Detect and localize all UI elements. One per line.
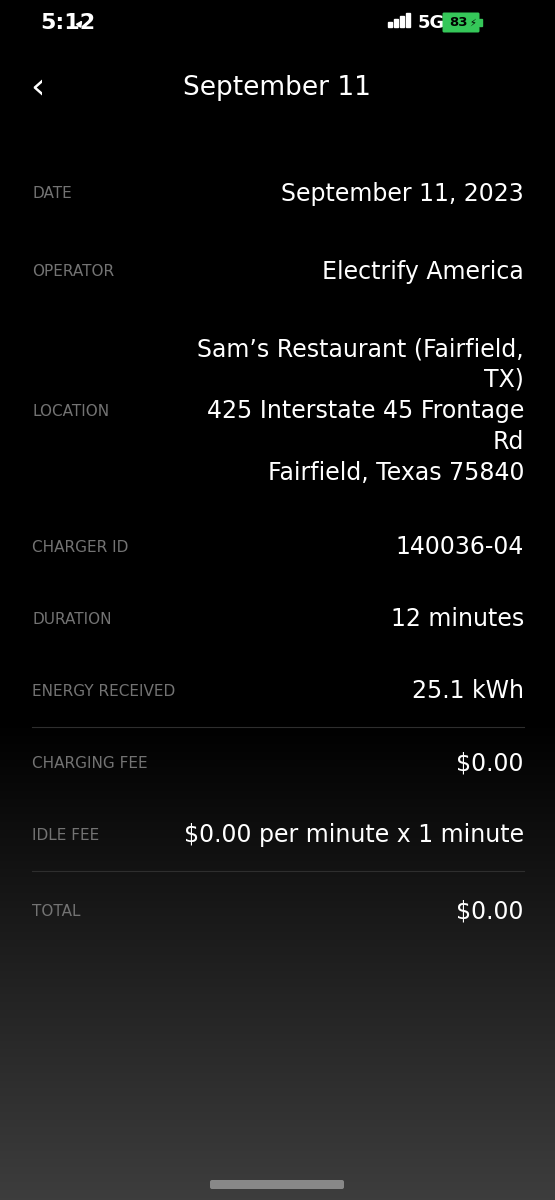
Text: ‹: ‹ [30, 71, 44, 104]
Text: LOCATION: LOCATION [32, 403, 109, 419]
Text: Rd: Rd [493, 430, 524, 454]
Text: Electrify America: Electrify America [322, 260, 524, 284]
Text: DATE: DATE [32, 186, 72, 202]
Bar [479, 19, 482, 26]
Text: Fairfield, Texas 75840: Fairfield, Texas 75840 [268, 461, 524, 485]
Text: September 11: September 11 [183, 74, 371, 101]
Bar [400, 16, 404, 26]
Text: DURATION: DURATION [32, 612, 112, 626]
Text: IDLE FEE: IDLE FEE [32, 828, 99, 842]
Text: CHARGER ID: CHARGER ID [32, 540, 128, 554]
Text: ⚡: ⚡ [470, 18, 476, 28]
Text: 12 minutes: 12 minutes [391, 607, 524, 631]
Text: $0.00 per minute x 1 minute: $0.00 per minute x 1 minute [184, 823, 524, 847]
Text: 83: 83 [449, 17, 467, 30]
FancyBboxPatch shape [442, 12, 480, 32]
Bar [406, 13, 410, 26]
Text: CHARGING FEE: CHARGING FEE [32, 756, 148, 770]
Text: 425 Interstate 45 Frontage: 425 Interstate 45 Frontage [206, 398, 524, 422]
Text: ENERGY RECEIVED: ENERGY RECEIVED [32, 684, 175, 698]
Bar [388, 22, 392, 26]
Bar [394, 19, 398, 26]
Text: $0.00: $0.00 [457, 899, 524, 923]
Text: Sam’s Restaurant (Fairfield,: Sam’s Restaurant (Fairfield, [198, 337, 524, 361]
Text: 5:12: 5:12 [40, 13, 95, 32]
Text: 5G: 5G [418, 14, 445, 32]
Text: TOTAL: TOTAL [32, 904, 80, 918]
Text: 140036-04: 140036-04 [396, 535, 524, 559]
Bar [0, 0, 555, 720]
Text: OPERATOR: OPERATOR [32, 264, 114, 280]
Text: $0.00: $0.00 [457, 751, 524, 775]
Text: September 11, 2023: September 11, 2023 [281, 182, 524, 206]
FancyBboxPatch shape [210, 1180, 344, 1189]
Text: TX): TX) [484, 368, 524, 392]
Text: 25.1 kWh: 25.1 kWh [412, 679, 524, 703]
